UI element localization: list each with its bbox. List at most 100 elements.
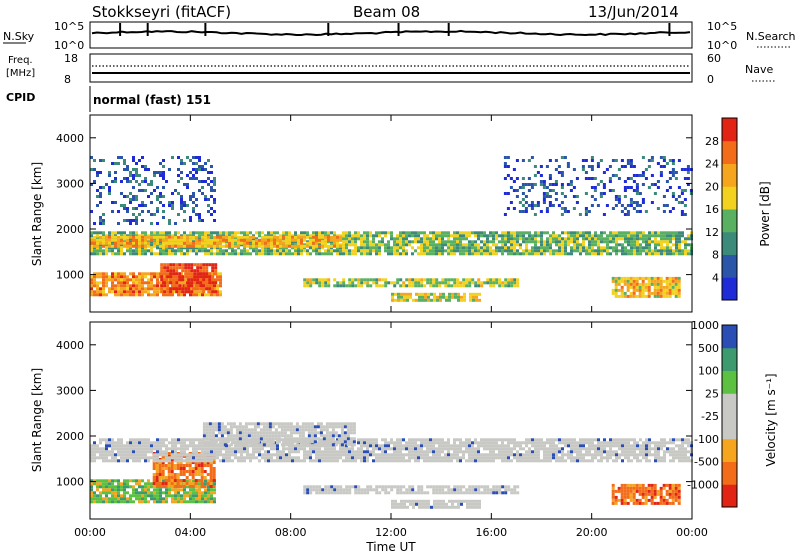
scatter-cell <box>540 252 543 256</box>
scatter-cell <box>249 252 252 256</box>
scatter-cell <box>393 284 397 288</box>
scatter-cell <box>614 276 618 280</box>
scatter-cell <box>182 470 186 473</box>
scatter-cell <box>162 238 165 242</box>
scatter-cell <box>560 183 564 186</box>
scatter-cell <box>545 207 549 210</box>
scatter-cell <box>405 252 408 256</box>
scatter-cell <box>144 450 147 454</box>
scatter-cell <box>333 284 337 288</box>
scatter-cell <box>660 459 663 463</box>
scatter-cell <box>489 234 492 238</box>
scatter-cell <box>160 278 164 282</box>
scatter-cell <box>93 284 96 288</box>
scatter-cell <box>177 281 180 285</box>
scatter-cell <box>93 290 96 294</box>
scatter-cell <box>190 284 194 288</box>
scatter-cell <box>180 272 183 276</box>
scatter-cell <box>471 278 475 282</box>
scatter-cell <box>669 252 672 256</box>
scatter-cell <box>448 295 451 299</box>
scatter-cell <box>450 456 453 460</box>
scatter-cell <box>369 453 372 457</box>
scatter-cell <box>681 252 684 256</box>
scatter-cell <box>654 456 657 460</box>
scatter-cell <box>152 476 156 479</box>
scatter-cell <box>513 243 516 247</box>
scatter-cell <box>596 162 600 165</box>
scatter-cell <box>540 231 543 235</box>
scatter-cell <box>246 244 249 248</box>
scatter-cell <box>566 165 570 168</box>
scatter-cell <box>626 177 630 180</box>
scatter-cell <box>156 500 159 504</box>
scatter-cell <box>120 450 123 454</box>
scatter-cell <box>444 278 448 282</box>
scatter-cell <box>636 243 639 247</box>
scatter-cell <box>209 470 213 473</box>
scatter-cell <box>138 459 141 463</box>
scatter-cell <box>584 171 588 174</box>
scatter-cell <box>624 252 627 256</box>
scatter-cell <box>594 456 597 460</box>
scatter-cell <box>453 284 457 288</box>
scatter-cell <box>330 450 333 454</box>
scatter-cell <box>603 237 606 241</box>
scatter-cell <box>666 252 669 256</box>
scatter-cell <box>327 459 330 463</box>
scatter-cell <box>231 249 234 253</box>
scatter-cell <box>213 278 216 282</box>
scatter-cell <box>190 281 194 285</box>
scatter-cell <box>663 249 666 253</box>
scatter-cell <box>519 237 522 241</box>
scatter-cell <box>623 291 627 295</box>
scatter-cell <box>378 284 382 288</box>
scatter-cell <box>663 441 666 445</box>
scatter-cell <box>315 249 318 253</box>
scatter-cell <box>423 249 426 253</box>
scatter-cell <box>345 444 348 448</box>
scatter-cell <box>381 453 384 457</box>
scatter-cell <box>384 246 387 250</box>
scatter-cell <box>273 244 276 248</box>
scatter-cell <box>339 453 342 457</box>
scatter-cell <box>633 246 636 250</box>
scatter-cell <box>486 234 489 238</box>
scatter-cell <box>120 441 123 445</box>
scatter-cell <box>186 500 189 504</box>
scatter-cell <box>182 464 186 467</box>
scatter-cell <box>306 281 310 285</box>
scatter-cell <box>200 467 204 470</box>
scatter-cell <box>192 438 195 442</box>
scatter-cell <box>96 195 99 198</box>
scatter-cell <box>111 249 114 253</box>
scatter-cell <box>462 456 465 460</box>
scatter-cell <box>105 500 108 504</box>
scatter-cell <box>169 287 173 291</box>
scatter-cell <box>606 234 609 238</box>
scatter-cell <box>181 269 185 273</box>
scatter-cell <box>387 240 390 244</box>
scatter-cell <box>141 165 144 168</box>
scatter-cell <box>141 441 144 445</box>
scatter-cell <box>426 438 429 442</box>
scatter-cell <box>201 235 204 239</box>
scatter-cell <box>189 219 192 222</box>
scatter-cell <box>674 276 678 280</box>
scatter-cell <box>234 238 237 242</box>
scatter-cell <box>345 234 348 238</box>
scatter-cell <box>543 447 546 451</box>
scatter-cell <box>357 246 360 250</box>
scatter-cell <box>114 479 117 483</box>
scatter-cell <box>672 249 675 253</box>
scatter-cell <box>486 453 489 457</box>
scatter-cell <box>120 482 123 486</box>
scatter-cell <box>456 231 459 235</box>
scatter-cell <box>533 213 537 216</box>
scatter-cell <box>417 252 420 256</box>
scatter-cell <box>210 180 213 183</box>
scatter-cell <box>123 237 126 241</box>
scatter-cell <box>372 459 375 463</box>
scatter-cell <box>312 238 315 242</box>
scatter-cell <box>441 278 445 282</box>
